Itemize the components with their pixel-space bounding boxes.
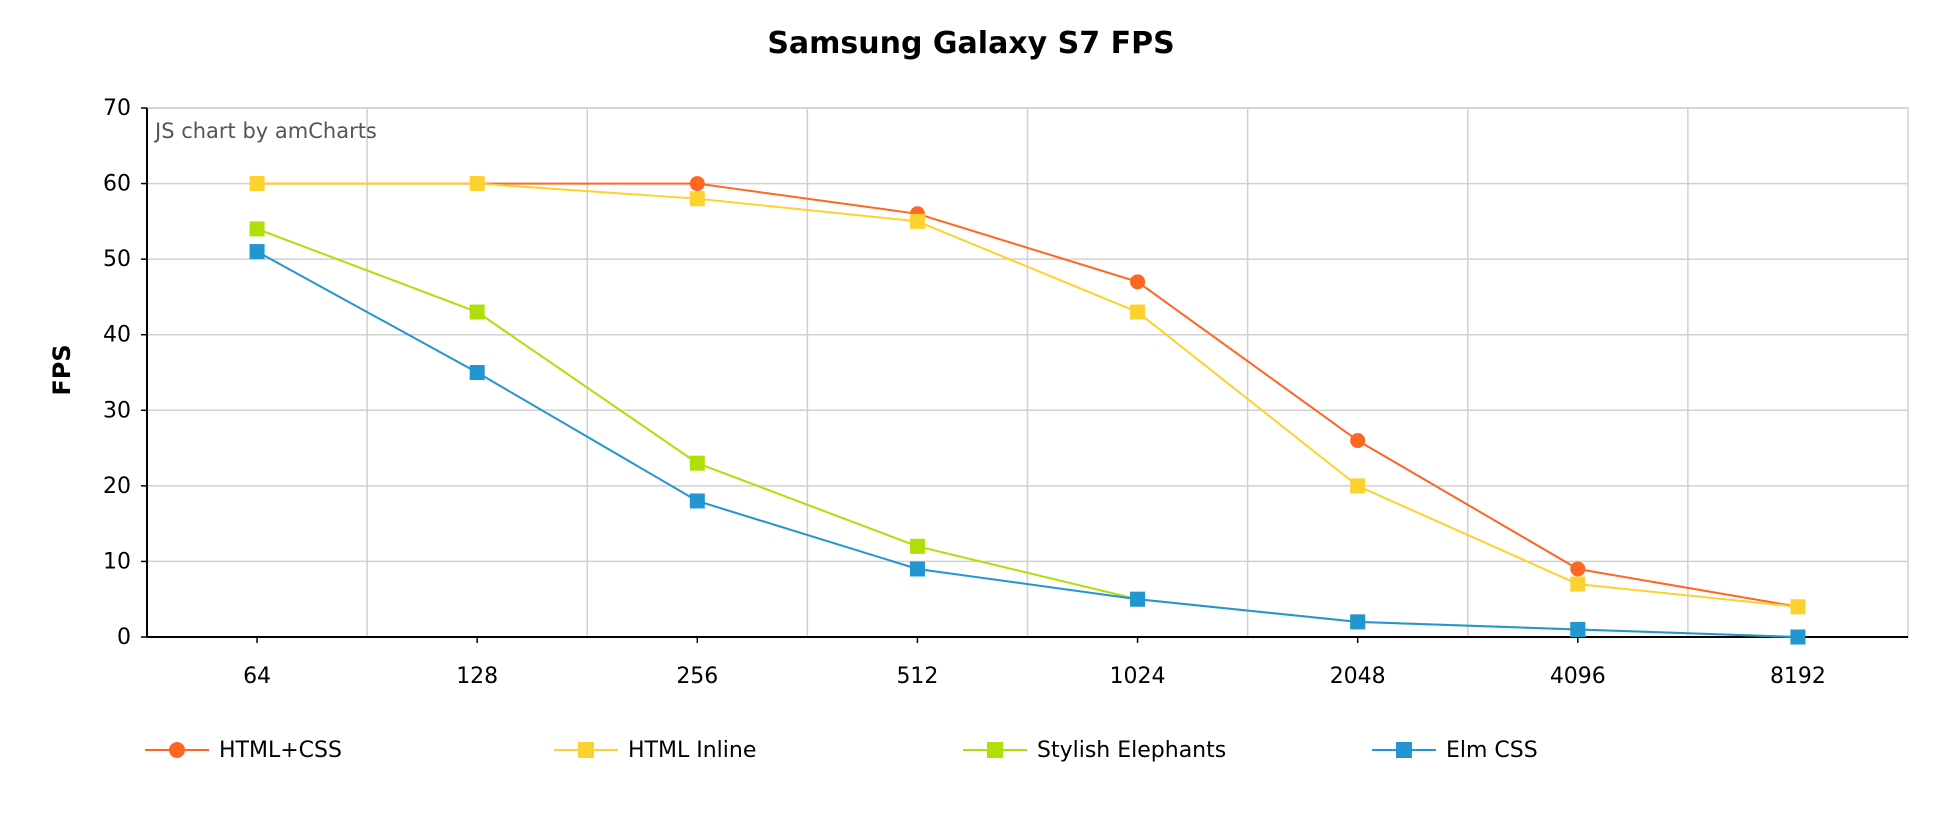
x-tick-label: 4096 bbox=[1550, 664, 1606, 689]
x-tick-label: 64 bbox=[243, 664, 271, 689]
data-point[interactable] bbox=[1570, 576, 1586, 592]
x-tick-label: 1024 bbox=[1110, 664, 1166, 689]
x-tick-label: 128 bbox=[456, 664, 498, 689]
legend-marker-icon bbox=[963, 730, 1027, 770]
legend-marker-icon bbox=[554, 730, 618, 770]
x-tick-label: 256 bbox=[676, 664, 718, 689]
data-point[interactable] bbox=[249, 221, 265, 237]
data-point[interactable] bbox=[249, 176, 265, 192]
legend-item-elm-css[interactable]: Elm CSS bbox=[1372, 730, 1538, 770]
data-point[interactable] bbox=[689, 455, 705, 471]
data-point[interactable] bbox=[689, 191, 705, 207]
legend-label: Elm CSS bbox=[1446, 737, 1538, 763]
data-point[interactable] bbox=[909, 538, 925, 554]
data-point[interactable] bbox=[689, 493, 705, 509]
data-point[interactable] bbox=[1350, 478, 1366, 494]
series bbox=[249, 176, 1806, 645]
data-point[interactable] bbox=[469, 304, 485, 320]
axes: 0 10 20 30 40 50 60 70 64 128 256 512 1024 2048 4096 81… bbox=[103, 96, 1908, 689]
chart-credit-link[interactable]: JS chart by amCharts bbox=[155, 119, 377, 143]
data-point[interactable] bbox=[1790, 629, 1806, 645]
legend-marker-icon bbox=[145, 730, 209, 770]
data-point[interactable] bbox=[1570, 621, 1586, 637]
legend: HTML+CSS HTML Inline Stylish Elephants Elm … bbox=[145, 730, 1645, 770]
data-point[interactable] bbox=[1790, 599, 1806, 615]
data-point[interactable] bbox=[1130, 591, 1146, 607]
data-point[interactable] bbox=[1130, 274, 1146, 290]
x-tick-label: 2048 bbox=[1330, 664, 1386, 689]
data-point[interactable] bbox=[1130, 304, 1146, 320]
data-point[interactable] bbox=[689, 176, 705, 192]
legend-item-stylish-elephants[interactable]: Stylish Elephants bbox=[963, 730, 1226, 770]
series-html-inline bbox=[249, 176, 1806, 615]
legend-label: Stylish Elephants bbox=[1037, 737, 1227, 763]
data-point[interactable] bbox=[909, 213, 925, 229]
x-tick-label: 512 bbox=[896, 664, 938, 689]
y-tick-label: 40 bbox=[103, 323, 131, 348]
data-point[interactable] bbox=[1350, 433, 1366, 449]
data-point[interactable] bbox=[249, 244, 265, 260]
y-tick-label: 20 bbox=[103, 474, 131, 499]
y-tick-label: 0 bbox=[117, 625, 131, 650]
legend-item-html-inline[interactable]: HTML Inline bbox=[554, 730, 756, 770]
series-elm-css bbox=[249, 244, 1806, 645]
series-line-elm-css bbox=[256, 250, 1798, 638]
data-point[interactable] bbox=[909, 561, 925, 577]
data-point[interactable] bbox=[469, 365, 485, 380]
legend-marker-icon bbox=[1372, 730, 1436, 770]
y-tick-label: 10 bbox=[103, 549, 131, 574]
chart-title: Samsung Galaxy S7 FPS bbox=[767, 26, 1175, 61]
data-point[interactable] bbox=[469, 176, 485, 192]
data-point[interactable] bbox=[1570, 561, 1586, 577]
y-tick-label: 50 bbox=[103, 247, 131, 272]
grid bbox=[146, 107, 1909, 638]
legend-item-html-css[interactable]: HTML+CSS bbox=[145, 730, 342, 770]
x-tick-label: 8192 bbox=[1770, 664, 1826, 689]
y-tick-label: 70 bbox=[103, 96, 131, 121]
data-point[interactable] bbox=[1350, 614, 1366, 630]
y-tick-label: 30 bbox=[103, 398, 131, 423]
series-line-html-inline bbox=[257, 182, 1799, 608]
legend-label: HTML Inline bbox=[628, 737, 757, 763]
y-axis-label: FPS bbox=[48, 344, 76, 395]
y-tick-label: 60 bbox=[103, 172, 131, 197]
legend-label: HTML+CSS bbox=[219, 737, 342, 763]
series-line-html-css bbox=[257, 182, 1799, 608]
